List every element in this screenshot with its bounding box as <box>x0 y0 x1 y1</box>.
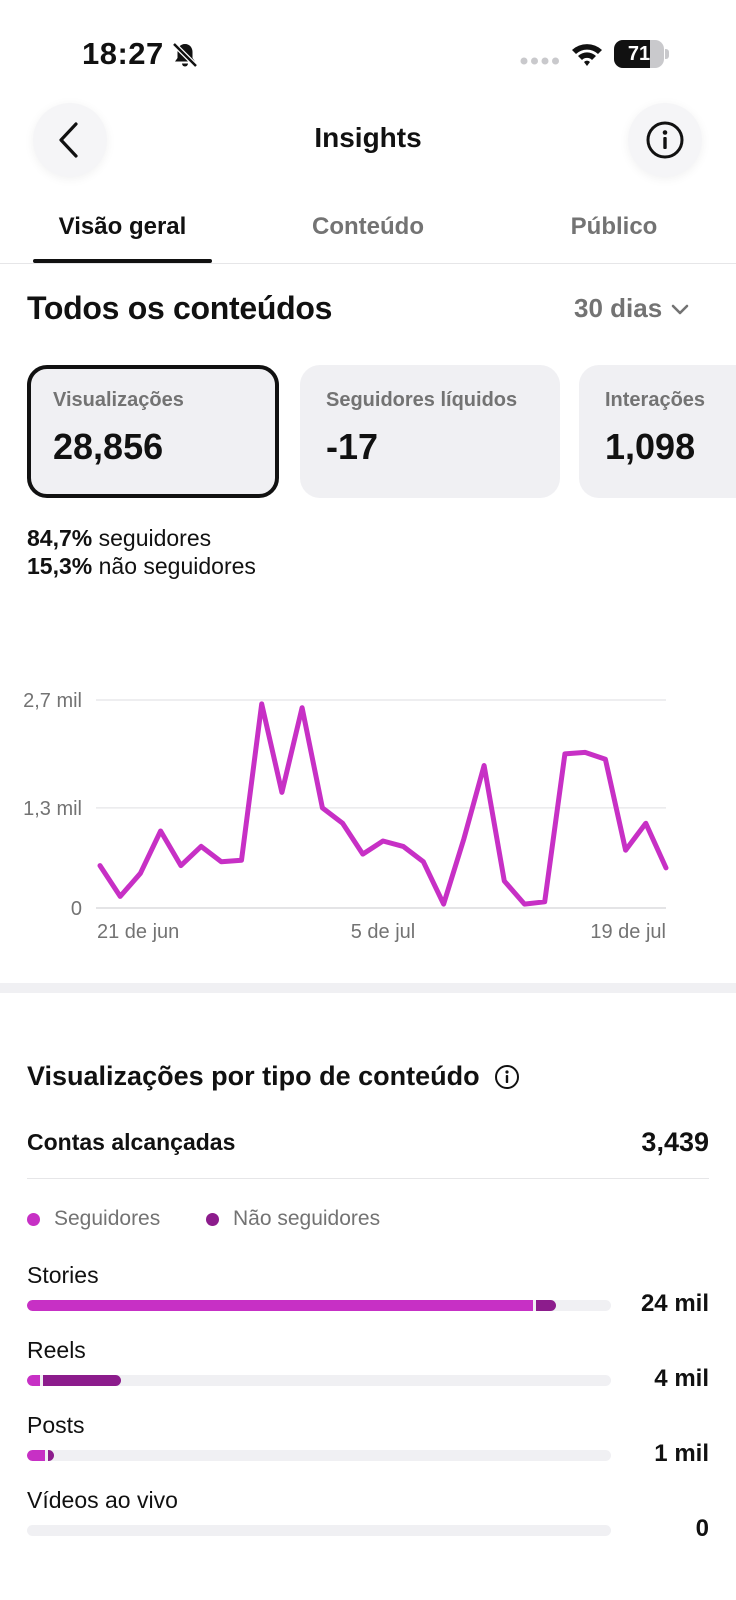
battery-level: 71 <box>627 43 651 65</box>
bar-value: 24 mil <box>640 1290 709 1317</box>
page-title: Insights <box>314 122 422 153</box>
battery-indicator: 71 <box>614 40 669 68</box>
followers-share: 84,7% seguidores <box>27 525 211 552</box>
non-followers-share: 15,3% não seguidores <box>27 553 256 580</box>
non-followers-text: não seguidores <box>98 553 256 579</box>
tab-visao-geral[interactable]: Visão geral <box>58 213 187 240</box>
bell-muted-icon <box>172 42 198 68</box>
info-button[interactable] <box>628 103 702 177</box>
bar-segment-non-followers <box>43 1375 122 1386</box>
metric-value: -17 <box>326 426 379 467</box>
bar-value: 1 mil <box>654 1440 709 1467</box>
metric-label: Visualizações <box>53 389 184 411</box>
bar-segment-followers <box>27 1300 534 1311</box>
x-tick-label: 5 de jul <box>351 921 416 943</box>
bar-segment-followers <box>27 1450 46 1461</box>
status-bar: 18:27 71 <box>0 0 736 100</box>
x-tick-label: 21 de jun <box>97 921 179 943</box>
bar-label: Reels <box>27 1337 86 1363</box>
bar-track <box>27 1300 611 1311</box>
bar-track <box>27 1450 611 1461</box>
status-time: 18:27 <box>82 36 164 71</box>
info-icon <box>646 121 684 159</box>
legend-label: Seguidores <box>54 1207 161 1230</box>
y-tick-label: 0 <box>71 898 82 920</box>
tab-divider <box>0 263 736 264</box>
tab-publico[interactable]: Público <box>570 213 658 240</box>
views-line-chart: 0 1,3 mil 2,7 mil 21 de jun 5 de jul 19 de ju… <box>23 690 669 943</box>
legend-followers: Seguidores <box>27 1207 160 1231</box>
metric-label: Seguidores líquidos <box>326 389 518 411</box>
bar-value: 0 <box>695 1515 709 1542</box>
back-button[interactable] <box>33 103 107 177</box>
active-tab-indicator <box>33 259 212 263</box>
section-title-views-by-type: Visualizações por tipo de conteúdo <box>27 1061 520 1092</box>
bar-segment-non-followers <box>48 1450 55 1461</box>
bar-label: Vídeos ao vivo <box>27 1487 178 1513</box>
legend-dot-followers <box>27 1212 40 1226</box>
metric-card-interactions[interactable]: Interações 1,098 <box>579 365 736 498</box>
chevron-down-icon <box>671 304 689 314</box>
cellular-signal-icon <box>520 57 559 65</box>
non-followers-pct: 15,3% <box>27 553 93 579</box>
views-by-type-title: Visualizações por tipo de conteúdo <box>27 1061 480 1091</box>
metric-value: 28,856 <box>53 426 164 467</box>
tab-conteudo[interactable]: Conteúdo <box>312 213 424 240</box>
metric-card-net-followers[interactable]: Seguidores líquidos -17 <box>300 365 560 498</box>
followers-text: seguidores <box>98 525 212 551</box>
y-tick-label: 2,7 mil <box>23 690 82 712</box>
section-separator <box>0 983 736 993</box>
bar-value: 4 mil <box>654 1365 709 1392</box>
divider <box>27 1178 709 1179</box>
series-line-views <box>97 701 669 907</box>
bar-label: Stories <box>27 1262 99 1288</box>
section-title-all-content: Todos os conteúdos <box>27 290 333 326</box>
legend-non-followers: Não seguidores <box>206 1207 380 1231</box>
metric-value: 1,098 <box>605 426 696 467</box>
accounts-reached-label: Contas alcançadas <box>27 1129 236 1155</box>
date-range-label: 30 dias <box>574 293 663 323</box>
wifi-icon <box>572 44 602 66</box>
bar-track <box>27 1375 611 1386</box>
accounts-reached-value: 3,439 <box>641 1127 709 1157</box>
info-icon[interactable] <box>494 1064 520 1090</box>
followers-pct: 84,7% <box>27 525 93 551</box>
legend-label: Não seguidores <box>233 1207 381 1230</box>
y-tick-label: 1,3 mil <box>23 798 82 820</box>
bar-segment-non-followers <box>536 1300 556 1311</box>
metric-label: Interações <box>605 389 706 411</box>
bar-segment-followers <box>27 1375 41 1386</box>
metric-card-views[interactable]: Visualizações 28,856 <box>27 365 279 498</box>
bar-label: Posts <box>27 1412 85 1438</box>
bar-track <box>27 1525 611 1536</box>
legend-dot-non-followers <box>206 1212 219 1226</box>
x-tick-label: 19 de jul <box>590 921 666 943</box>
chevron-left-icon <box>59 122 78 158</box>
date-range-select[interactable]: 30 dias <box>574 293 690 324</box>
